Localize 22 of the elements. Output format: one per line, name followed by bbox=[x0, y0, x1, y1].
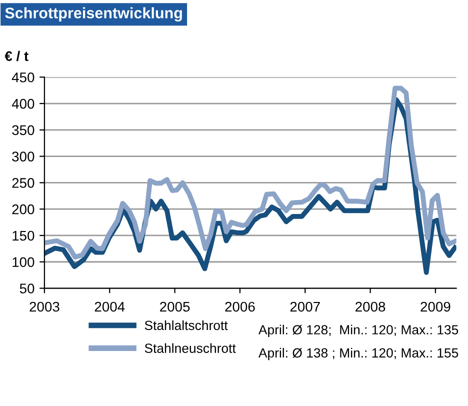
x-tick-label: 2006 bbox=[225, 302, 255, 312]
x-tick-label: 2008 bbox=[356, 302, 386, 312]
y-tick-label: 200 bbox=[12, 204, 34, 214]
y-axis-title: € / t bbox=[4, 50, 28, 62]
x-tick-label: 2003 bbox=[30, 302, 60, 312]
y-tick-label: 250 bbox=[12, 178, 34, 188]
x-tick-label: 2007 bbox=[290, 302, 320, 312]
y-tick-label: 400 bbox=[12, 98, 34, 109]
x-tick-label: 2009 bbox=[420, 302, 450, 312]
y-tick-label: 300 bbox=[12, 152, 34, 162]
legend-label: Stahlneuschrott bbox=[144, 343, 236, 353]
y-tick-label: 150 bbox=[12, 230, 34, 241]
y-tick-label: 350 bbox=[12, 125, 34, 136]
text: April: Ø 128; Min.: 120; Max.: 135 bbox=[258, 324, 458, 338]
y-tick-label: 450 bbox=[12, 72, 34, 82]
legend-label: Stahlaltschrott bbox=[144, 320, 228, 330]
x-tick-label: 2004 bbox=[94, 302, 125, 312]
x-tick-label: 2005 bbox=[160, 302, 190, 312]
y-tick-label: 50 bbox=[20, 284, 34, 294]
text: April: Ø 138 ; Min.: 120; Max.: 155 bbox=[258, 348, 458, 360]
y-tick-label: 100 bbox=[12, 257, 34, 268]
chart-title: Schrottpreisentwicklung bbox=[5, 7, 182, 22]
